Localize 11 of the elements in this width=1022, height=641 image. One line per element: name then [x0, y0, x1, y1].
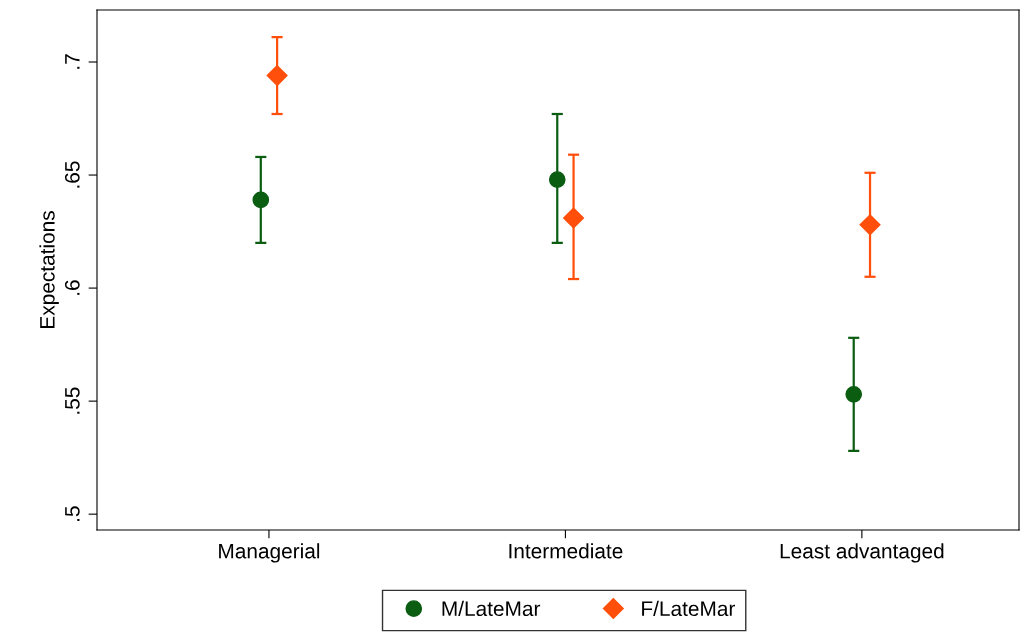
legend-label: F/LateMar — [642, 600, 736, 617]
x-tick-label: Intermediate — [509, 543, 623, 559]
y-tick-label: .55 — [65, 387, 80, 414]
y-tick-label: .6 — [64, 280, 80, 295]
legend-label: M/LateMar — [442, 600, 541, 617]
y-axis-title: Expectations — [39, 211, 59, 328]
y-tick-label: .65 — [64, 161, 80, 188]
y-tick-label: .7 — [65, 54, 80, 69]
x-tick-label: Managerial — [219, 543, 320, 563]
y-tick-label: .5 — [65, 506, 80, 521]
x-tick-label: Least advantaged — [780, 543, 944, 563]
